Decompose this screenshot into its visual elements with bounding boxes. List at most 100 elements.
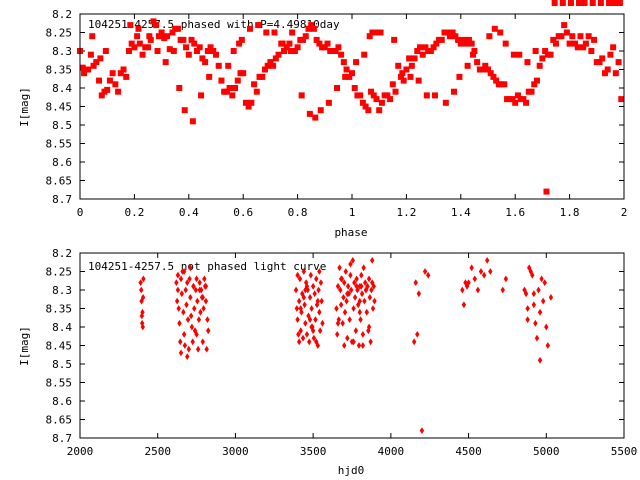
- data-point: [289, 29, 296, 36]
- data-point: [561, 22, 568, 29]
- x-tick-label: 0: [77, 206, 84, 219]
- data-point: [106, 77, 113, 84]
- data-point: [353, 59, 360, 66]
- data-point: [395, 62, 402, 69]
- data-point: [311, 334, 317, 342]
- data-point: [606, 0, 613, 6]
- data-point: [340, 319, 345, 327]
- y-tick-label: 8.2: [52, 247, 72, 260]
- data-point: [98, 92, 105, 99]
- data-point: [338, 51, 345, 58]
- data-point: [207, 44, 214, 51]
- data-point: [348, 260, 353, 268]
- phased-title: 104251-4257.5 phased with P=4.49810day: [88, 18, 340, 31]
- data-point: [298, 305, 303, 312]
- data-point: [264, 62, 271, 69]
- data-point: [314, 275, 319, 283]
- data-point: [354, 282, 359, 290]
- data-point: [427, 48, 434, 54]
- data-point: [317, 308, 322, 316]
- data-point: [493, 77, 500, 84]
- data-point: [295, 271, 300, 279]
- x-tick-label: 3000: [222, 445, 249, 458]
- x-tick-label: 2000: [67, 445, 94, 458]
- unphased-y-ticks: 8.2 8.25 8.3 8.35 8.4 8.45 8.5 8.55 8.6 8.65 8.7: [46, 247, 624, 445]
- data-point: [349, 286, 354, 294]
- data-point: [359, 282, 364, 290]
- data-point: [360, 331, 366, 338]
- y-tick-label: 8.55: [46, 377, 73, 390]
- data-point: [318, 279, 324, 286]
- data-point: [355, 286, 360, 294]
- data-point: [543, 188, 550, 195]
- data-point: [366, 33, 373, 40]
- unphased-xlabel: hjd0: [338, 464, 365, 477]
- x-tick-label: 2: [621, 206, 628, 219]
- data-point: [188, 294, 193, 301]
- unphased-points: [138, 257, 554, 434]
- data-point: [302, 301, 307, 309]
- data-point: [175, 271, 181, 279]
- data-point: [294, 44, 301, 51]
- x-tick-label: 4500: [455, 445, 482, 458]
- data-point: [320, 319, 325, 327]
- data-point: [210, 48, 217, 54]
- data-point: [197, 279, 202, 286]
- data-point: [174, 279, 179, 286]
- data-point: [177, 319, 182, 327]
- data-point: [425, 271, 431, 279]
- x-tick-label: 1: [349, 206, 356, 219]
- data-point: [291, 48, 298, 54]
- data-point: [411, 338, 417, 346]
- data-point: [400, 77, 407, 84]
- data-point: [181, 308, 186, 316]
- data-point: [464, 62, 471, 69]
- x-tick-label: 4000: [378, 445, 405, 458]
- data-point: [488, 268, 493, 275]
- data-point: [319, 297, 324, 305]
- data-point: [203, 297, 209, 305]
- data-point: [533, 319, 538, 327]
- y-tick-label: 8.45: [46, 101, 73, 114]
- y-tick-label: 8.2: [52, 8, 72, 21]
- data-point: [351, 338, 356, 346]
- data-point: [204, 48, 211, 54]
- data-point: [345, 282, 351, 290]
- data-point: [213, 51, 219, 58]
- data-point: [334, 305, 339, 312]
- data-point: [316, 286, 321, 294]
- data-point: [539, 275, 544, 283]
- data-point: [449, 29, 456, 36]
- data-point: [417, 44, 423, 51]
- data-point: [530, 271, 535, 279]
- data-point: [312, 290, 317, 298]
- data-point: [370, 92, 377, 99]
- data-point: [531, 290, 537, 298]
- data-point: [367, 294, 373, 301]
- data-point: [304, 331, 310, 338]
- data-point: [275, 51, 282, 58]
- data-point: [155, 33, 162, 40]
- data-point: [471, 48, 478, 54]
- data-point: [485, 257, 490, 264]
- data-point: [354, 275, 359, 283]
- data-point: [371, 282, 376, 290]
- data-point: [283, 44, 290, 51]
- data-point: [416, 290, 422, 298]
- data-point: [150, 18, 157, 25]
- data-point: [131, 44, 138, 51]
- data-point: [503, 275, 509, 283]
- data-point: [368, 338, 373, 346]
- data-point: [532, 48, 539, 54]
- data-point: [361, 264, 366, 272]
- data-point: [365, 107, 372, 114]
- data-point: [198, 308, 203, 316]
- data-point: [136, 40, 143, 47]
- data-point: [135, 25, 142, 32]
- data-point: [204, 345, 209, 353]
- data-point: [81, 70, 88, 77]
- data-point: [229, 92, 236, 99]
- data-point: [430, 44, 437, 51]
- data-point: [206, 327, 211, 335]
- data-point: [431, 92, 438, 99]
